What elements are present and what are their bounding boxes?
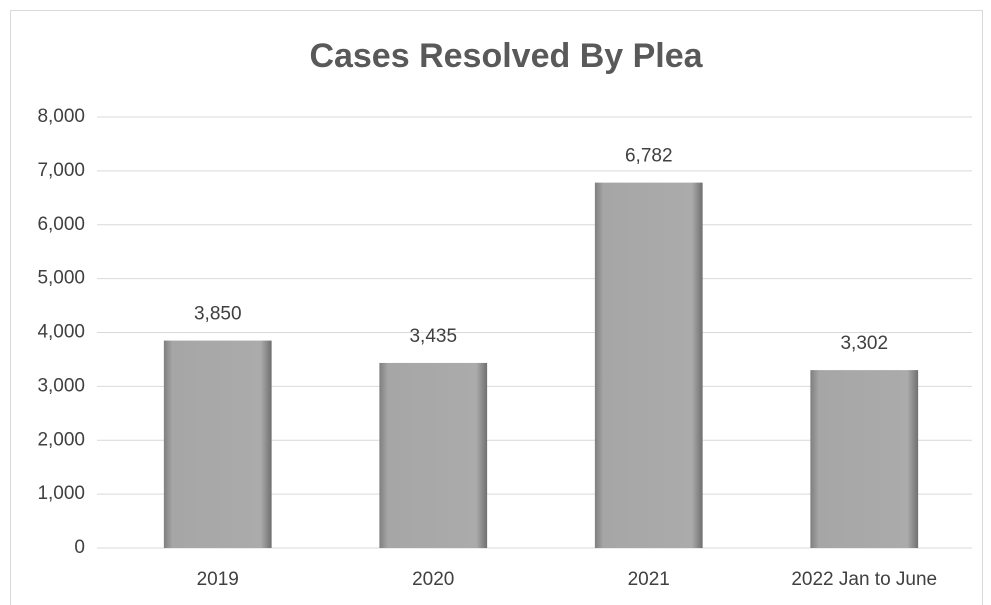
bar (379, 362, 488, 548)
bar (163, 340, 272, 548)
y-tick-label: 5,000 (37, 268, 85, 289)
data-label: 6,782 (625, 146, 673, 167)
chart-title: Cases Resolved By Plea (309, 37, 703, 75)
bar (810, 370, 919, 548)
y-tick-label: 7,000 (37, 160, 85, 181)
y-tick-label: 2,000 (37, 429, 85, 450)
y-tick-label: 8,000 (37, 106, 85, 127)
y-tick-label: 0 (74, 537, 85, 558)
y-tick-label: 1,000 (37, 483, 85, 504)
x-tick-label: 2020 (412, 569, 454, 590)
y-tick-label: 3,000 (37, 375, 85, 396)
data-label: 3,850 (194, 304, 242, 325)
data-label: 3,302 (840, 333, 888, 354)
bar (594, 182, 703, 548)
x-tick-label: 2019 (197, 569, 239, 590)
y-tick-label: 4,000 (37, 322, 85, 343)
data-label: 3,435 (409, 326, 457, 347)
x-tick-label: 2021 (628, 569, 670, 590)
y-tick-label: 6,000 (37, 214, 85, 235)
x-tick-label: 2022 Jan to June (791, 569, 937, 590)
